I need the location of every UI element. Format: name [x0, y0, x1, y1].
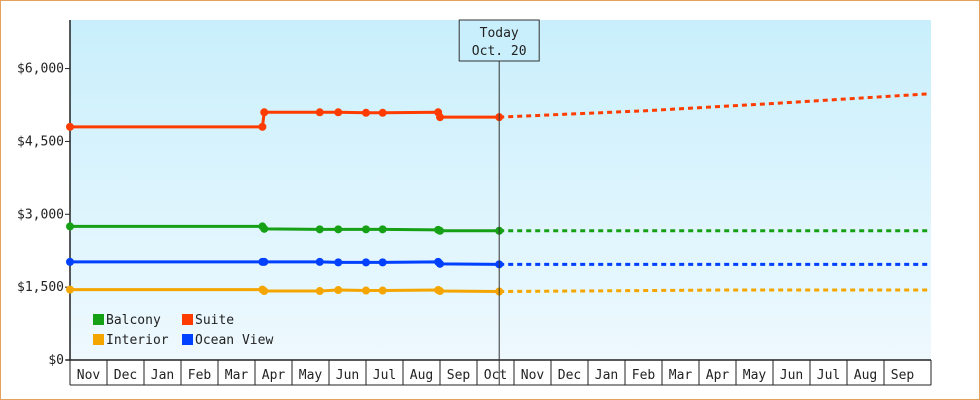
data-point — [362, 108, 370, 117]
data-point — [334, 225, 343, 234]
data-point — [66, 285, 74, 294]
legend: Balcony Suite Interior Ocean View — [93, 313, 273, 348]
data-point — [334, 108, 343, 117]
data-point — [378, 286, 387, 295]
data-point — [362, 258, 370, 267]
legend-entry-balcony: Balcony — [93, 313, 161, 328]
data-point — [260, 257, 269, 266]
x-tick-label: Feb — [188, 368, 212, 383]
y-tick-labels: $0 $1,500 $3,000 $4,500 $6,000 — [17, 62, 64, 368]
data-point — [315, 108, 324, 117]
today-marker: Today Oct. 20 — [458, 19, 540, 385]
data-point — [66, 257, 74, 266]
x-tick-label: Mar — [225, 368, 249, 383]
legend-label: Suite — [195, 313, 234, 328]
x-tick-label: May — [743, 368, 767, 383]
series-ocean-view — [66, 257, 929, 269]
legend-label: Interior — [106, 333, 169, 348]
legend-entry-ocean-view: Ocean View — [182, 333, 273, 348]
series-balcony — [66, 222, 929, 235]
x-tick-label: Jul — [817, 368, 840, 383]
x-tick-label: Dec — [114, 368, 137, 383]
data-point — [436, 226, 444, 235]
y-tick-label: $1,500 — [17, 280, 64, 295]
legend-swatch — [93, 314, 104, 325]
legend-label: Balcony — [106, 313, 161, 328]
x-tick-label: Sep — [891, 368, 915, 383]
forecast-line-suite — [499, 92, 929, 119]
data-point — [315, 287, 324, 296]
series-lines — [66, 92, 929, 296]
today-label: Today — [480, 26, 519, 41]
data-point — [334, 286, 343, 295]
x-tick-label: Aug — [854, 368, 877, 383]
legend-swatch — [182, 314, 193, 325]
legend-label: Ocean View — [195, 333, 273, 348]
x-tick-label: Apr — [706, 368, 730, 383]
x-tick-label: Aug — [410, 368, 433, 383]
x-tick-label: Jun — [336, 368, 359, 383]
x-tick-label: Jan — [151, 368, 174, 383]
legend-swatch — [93, 334, 104, 345]
x-tick-label: Mar — [669, 368, 693, 383]
x-tick-label: Sep — [447, 368, 471, 383]
legend-swatch — [182, 334, 193, 345]
data-point — [334, 258, 343, 267]
x-tick-label: Jun — [780, 368, 803, 383]
x-tick-label: Nov — [77, 368, 101, 383]
y-tick-label: $4,500 — [17, 134, 64, 149]
data-point — [260, 108, 269, 117]
data-point — [66, 222, 74, 231]
data-point — [260, 224, 269, 233]
plot-area — [70, 20, 931, 360]
y-tick-label: $0 — [48, 353, 64, 368]
x-tick-label: Feb — [632, 368, 656, 383]
x-tick-label: Dec — [558, 368, 581, 383]
x-tick-label: Jan — [595, 368, 618, 383]
data-point — [436, 287, 444, 296]
data-point — [362, 225, 370, 234]
x-tick-label: Jul — [373, 368, 396, 383]
data-point — [436, 259, 444, 268]
y-tick-label: $6,000 — [17, 62, 64, 77]
data-point — [436, 113, 444, 122]
series-suite — [66, 92, 929, 131]
data-point — [66, 122, 74, 131]
data-point — [378, 225, 387, 234]
legend-entry-suite: Suite — [182, 313, 234, 328]
x-tick-label: Oct — [484, 368, 507, 383]
data-point — [258, 122, 267, 131]
today-label-box — [458, 19, 540, 62]
axes — [65, 20, 931, 361]
x-tick-label: May — [299, 368, 323, 383]
today-date: Oct. 20 — [472, 44, 527, 59]
data-point — [260, 287, 269, 296]
legend-entry-interior: Interior — [93, 333, 169, 348]
data-point — [362, 286, 370, 295]
series-interior — [66, 285, 929, 296]
data-point — [315, 225, 324, 234]
data-point — [378, 108, 387, 117]
x-tick-label: Apr — [262, 368, 286, 383]
forecast-line-interior — [499, 288, 929, 294]
x-tick-label: Nov — [521, 368, 545, 383]
y-tick-label: $3,000 — [17, 207, 64, 222]
data-point — [315, 257, 324, 266]
x-axis-months: Nov Dec Jan Feb Mar Apr May Jun Jul Aug Sep Oct Nov D… — [69, 360, 932, 386]
data-point — [378, 258, 387, 267]
